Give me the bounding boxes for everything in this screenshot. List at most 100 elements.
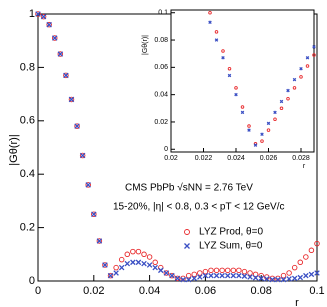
data-point <box>252 275 259 281</box>
data-point <box>253 143 258 147</box>
data-point <box>68 96 75 103</box>
data-point <box>279 99 284 104</box>
data-point <box>280 272 287 279</box>
data-point <box>219 267 225 274</box>
data-point <box>40 13 47 20</box>
data-point <box>91 211 97 217</box>
y-tick-label: 0 <box>164 146 168 153</box>
y-axis-label: |Gθ(r)| <box>142 35 149 55</box>
data-point <box>102 262 108 268</box>
data-point <box>141 260 147 267</box>
data-point <box>227 66 232 71</box>
data-point <box>191 271 197 278</box>
data-point <box>299 75 303 79</box>
data-point <box>152 259 158 266</box>
data-point <box>51 35 58 41</box>
data-point <box>297 259 304 266</box>
data-point <box>305 56 310 60</box>
data-point <box>305 64 310 68</box>
data-point <box>146 254 153 260</box>
data-point <box>213 272 220 279</box>
x-axis-label: r <box>303 163 306 170</box>
data-point <box>180 275 186 282</box>
data-point <box>68 96 75 103</box>
legend-label: LYZ Sum, θ=0 <box>199 241 263 252</box>
data-point <box>107 272 114 279</box>
data-point <box>303 272 309 279</box>
data-point <box>275 276 281 283</box>
data-point <box>124 251 131 258</box>
y-tick-label: 0.02 <box>154 119 168 126</box>
data-point <box>221 49 225 53</box>
data-point <box>214 38 219 42</box>
data-point <box>219 272 225 279</box>
data-point <box>35 11 41 17</box>
data-point <box>297 274 304 281</box>
data-point <box>234 92 238 97</box>
annotation: CMS PbPb √sNN = 2.76 TeV <box>125 182 253 194</box>
data-point <box>312 45 316 49</box>
data-point <box>312 53 316 57</box>
data-point <box>197 274 203 280</box>
data-point <box>158 267 164 274</box>
data-point <box>224 272 231 279</box>
data-point <box>260 132 264 137</box>
data-point <box>118 256 125 263</box>
x-tick-label: 0.02 <box>83 285 104 297</box>
data-point <box>96 238 103 244</box>
x-tick-label: 0.028 <box>292 155 310 162</box>
data-point <box>269 275 276 282</box>
data-point <box>113 264 119 271</box>
data-point <box>286 276 292 282</box>
x-tick-label: 0.08 <box>250 285 271 297</box>
x-tick-label: 0 <box>35 285 41 297</box>
data-point <box>174 275 181 282</box>
data-point <box>174 275 181 282</box>
data-point <box>258 275 264 282</box>
y-tick-label: 0.1 <box>158 10 168 17</box>
data-point <box>247 274 253 280</box>
data-point <box>236 267 242 274</box>
x-axis-label: r <box>295 297 299 307</box>
data-point <box>130 248 136 255</box>
data-point <box>102 262 108 268</box>
data-point <box>247 124 251 128</box>
x-tick-label: 0.06 <box>195 285 216 297</box>
legend-label: LYZ Prod, θ=0 <box>199 227 263 238</box>
data-point <box>163 270 170 276</box>
data-point <box>40 13 47 20</box>
data-point <box>208 10 212 15</box>
data-point <box>169 272 175 279</box>
data-point <box>152 264 158 271</box>
legend-marker <box>184 243 190 249</box>
y-tick-label: 0.04 <box>154 91 168 98</box>
data-point <box>169 272 175 279</box>
data-point <box>221 56 225 60</box>
y-tick-label: 1 <box>29 8 35 20</box>
data-point <box>141 251 147 258</box>
data-point <box>234 86 238 90</box>
data-point <box>185 272 192 279</box>
data-point <box>286 270 292 276</box>
data-point <box>63 72 69 79</box>
data-point <box>107 272 114 279</box>
data-point <box>252 271 259 278</box>
data-point <box>273 110 277 115</box>
data-point <box>185 276 192 283</box>
data-point <box>202 268 209 275</box>
y-tick-label: 0 <box>29 275 35 287</box>
data-point <box>241 273 248 279</box>
data-point <box>240 105 245 109</box>
data-point <box>314 270 320 276</box>
data-point <box>260 139 264 143</box>
data-point <box>208 272 214 279</box>
data-point <box>273 117 277 121</box>
data-point <box>292 86 297 90</box>
plot-frame <box>170 9 315 153</box>
data-point <box>266 128 271 132</box>
data-point <box>247 128 251 132</box>
data-point <box>264 276 270 282</box>
data-point <box>113 270 119 276</box>
data-point <box>266 121 271 126</box>
